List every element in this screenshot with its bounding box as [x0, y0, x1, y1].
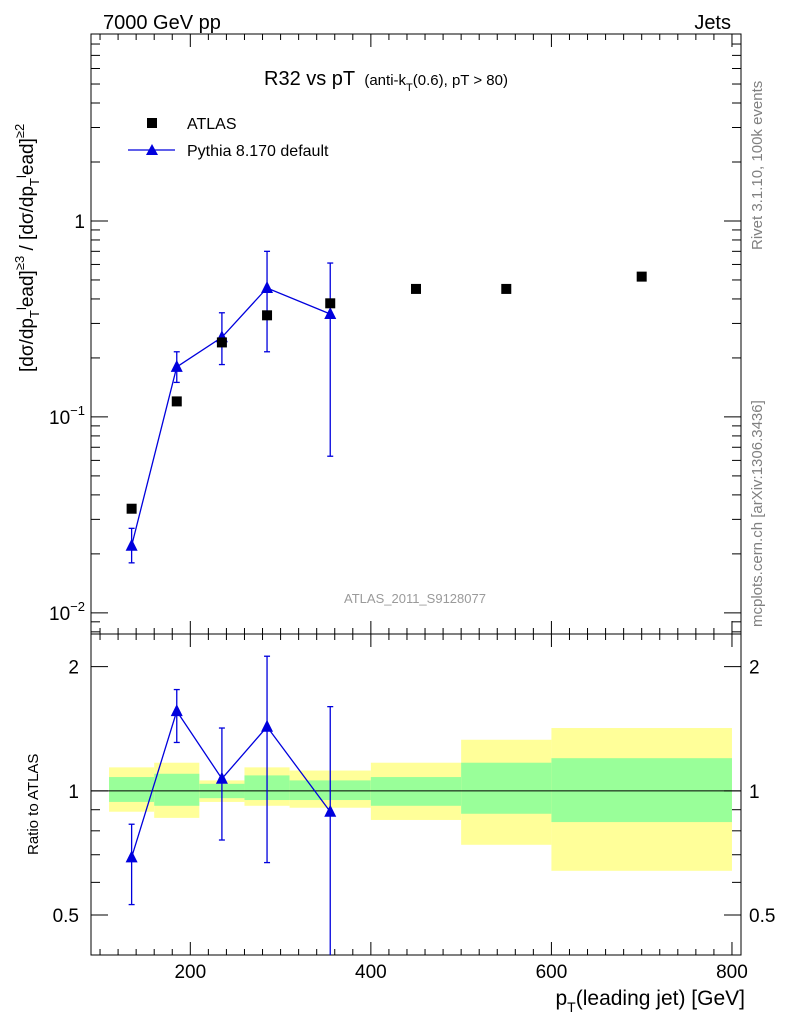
ratio-band-inner — [154, 773, 200, 806]
main-y-tick-label: 10−2 — [49, 599, 85, 625]
legend-mc-marker — [146, 144, 158, 155]
data-point — [501, 283, 512, 294]
mc-point — [170, 359, 183, 372]
chart-title-small-pre: (anti-k — [364, 72, 406, 89]
data-point — [262, 310, 273, 321]
rivet-version-label: Rivet 3.1.10, 100k events — [749, 81, 766, 250]
ratio-data — [125, 655, 337, 955]
x-axis-label: pT(leading jet) [GeV] — [555, 987, 745, 1015]
ratio-y-tick-label-right: 1 — [749, 782, 760, 803]
ratio-band-inner — [109, 777, 155, 802]
ratio-band-inner — [370, 777, 462, 806]
chart-title-small-post: (0.6), pT > 80) — [413, 72, 508, 89]
data-point — [325, 298, 336, 309]
legend-data-label: ATLAS — [187, 116, 237, 133]
mc-point — [125, 538, 138, 551]
data-point — [411, 283, 421, 294]
mc-point — [324, 307, 337, 320]
data-point — [636, 271, 647, 282]
x-tick-label: 200 — [174, 962, 206, 983]
x-tick-label: 400 — [355, 962, 387, 983]
data-point — [171, 396, 182, 407]
analysis-watermark: ATLAS_2011_S9128077 — [344, 591, 486, 606]
main-y-tick-label: 10−1 — [49, 403, 85, 429]
legend-data-marker — [147, 118, 157, 128]
data-point — [216, 337, 227, 348]
chart-title-small-sub: T — [406, 82, 413, 94]
ratio-plot-area — [109, 728, 732, 871]
chart-title: R32 vs pT (anti-kT(0.6), pT > 80) — [264, 68, 508, 94]
x-tick-label: 800 — [716, 962, 748, 983]
ratio-frame — [90, 633, 742, 956]
main-y-axis-label: [dσ/dpTlead]≥3 / [dσ/dpTlead]≥2 — [12, 124, 42, 372]
header-category: Jets — [694, 12, 731, 34]
mcplots-label: mcplots.cern.ch [arXiv:1306.3436] — [749, 400, 766, 627]
main-data — [125, 250, 647, 564]
ratio-band-inner — [551, 758, 732, 823]
ratio-y-tick-label-right: 0.5 — [749, 906, 775, 927]
ratio-axes: 200 400 600 800 2 2 1 1 0.5 0.5 — [53, 633, 775, 983]
ratio-mc-point — [324, 804, 337, 817]
ratio-mc-point — [125, 850, 138, 863]
ratio-y-tick-label: 1 — [68, 782, 79, 803]
ratio-y-tick-label: 2 — [68, 658, 79, 679]
mc-point — [261, 280, 274, 293]
data-point — [126, 503, 137, 514]
chart-title-main: R32 vs pT — [264, 68, 355, 90]
ratio-mc-point — [261, 719, 274, 732]
ratio-mc-point — [170, 704, 183, 717]
ratio-y-axis-label: Ratio to ATLAS — [25, 754, 42, 855]
ratio-mc-point — [215, 771, 228, 784]
ratio-y-tick-label: 0.5 — [53, 906, 79, 927]
main-y-tick-label: 1 — [74, 212, 85, 233]
legend-mc-label: Pythia 8.170 default — [187, 143, 329, 160]
ratio-y-tick-label-right: 2 — [749, 658, 760, 679]
header-energy: 7000 GeV pp — [103, 12, 221, 34]
mc-line — [130, 287, 331, 546]
x-tick-label: 600 — [536, 962, 568, 983]
ratio-band-inner — [461, 762, 552, 814]
